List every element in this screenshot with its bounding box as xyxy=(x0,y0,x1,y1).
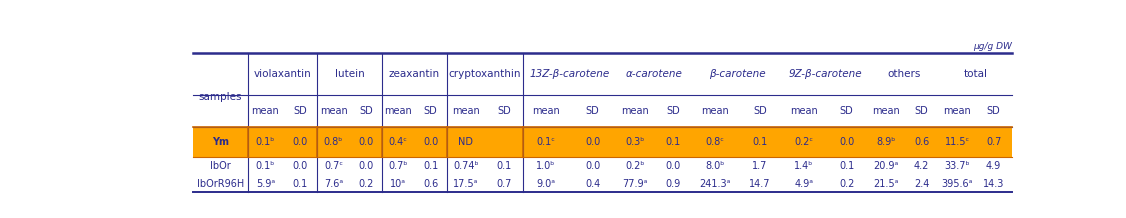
Text: 5.9ᵃ: 5.9ᵃ xyxy=(256,179,275,189)
Text: SD: SD xyxy=(986,106,1001,116)
Text: μg/g DW: μg/g DW xyxy=(973,42,1011,51)
Text: 0.7: 0.7 xyxy=(986,137,1001,147)
Text: others: others xyxy=(887,69,920,79)
Text: 0.8ᵇ: 0.8ᵇ xyxy=(324,137,343,147)
Text: 17.5ᵃ: 17.5ᵃ xyxy=(453,179,479,189)
Text: samples: samples xyxy=(199,92,242,102)
Text: IbOrR96H: IbOrR96H xyxy=(197,179,244,189)
Text: 33.7ᵇ: 33.7ᵇ xyxy=(945,161,971,171)
Text: 0.3ᵇ: 0.3ᵇ xyxy=(625,137,645,147)
Text: total: total xyxy=(964,69,988,79)
Text: Ym: Ym xyxy=(212,137,229,147)
Text: mean: mean xyxy=(251,106,279,116)
Text: mean: mean xyxy=(622,106,649,116)
Text: SD: SD xyxy=(497,106,511,116)
Text: 0.6: 0.6 xyxy=(914,137,929,147)
Text: 0.0: 0.0 xyxy=(586,137,600,147)
Text: 77.9ᵃ: 77.9ᵃ xyxy=(623,179,647,189)
Text: IbOr: IbOr xyxy=(211,161,231,171)
Text: 395.6ᵃ: 395.6ᵃ xyxy=(941,179,973,189)
Text: 0.2: 0.2 xyxy=(839,179,855,189)
Text: 0.1: 0.1 xyxy=(665,137,681,147)
Text: mean: mean xyxy=(944,106,972,116)
Text: 0.0: 0.0 xyxy=(839,137,855,147)
Text: SD: SD xyxy=(359,106,373,116)
Text: 4.2: 4.2 xyxy=(914,161,929,171)
Text: 13Z-β-carotene: 13Z-β-carotene xyxy=(529,69,609,79)
Text: SD: SD xyxy=(667,106,680,116)
Text: 0.7ᵇ: 0.7ᵇ xyxy=(388,161,408,171)
Text: mean: mean xyxy=(790,106,817,116)
Text: SD: SD xyxy=(586,106,599,116)
Text: 1.0ᵇ: 1.0ᵇ xyxy=(536,161,556,171)
Text: 0.1: 0.1 xyxy=(497,161,511,171)
Text: 14.3: 14.3 xyxy=(983,179,1004,189)
Text: 0.1: 0.1 xyxy=(752,137,768,147)
Text: 1.7: 1.7 xyxy=(752,161,768,171)
Text: 1.4ᵇ: 1.4ᵇ xyxy=(794,161,814,171)
Text: mean: mean xyxy=(320,106,348,116)
Text: 8.0ᵇ: 8.0ᵇ xyxy=(705,161,724,171)
Text: 0.7ᶜ: 0.7ᶜ xyxy=(324,161,343,171)
Text: 0.0: 0.0 xyxy=(423,137,438,147)
Text: 9.0ᵃ: 9.0ᵃ xyxy=(537,179,555,189)
Text: 14.7: 14.7 xyxy=(749,179,770,189)
Text: 241.3ᵃ: 241.3ᵃ xyxy=(699,179,731,189)
Text: 0.0: 0.0 xyxy=(293,161,307,171)
Text: β-carotene: β-carotene xyxy=(709,69,766,79)
Text: 4.9ᵃ: 4.9ᵃ xyxy=(794,179,813,189)
Text: 8.9ᵇ: 8.9ᵇ xyxy=(876,137,895,147)
Text: α-carotene: α-carotene xyxy=(626,69,682,79)
Text: 0.4: 0.4 xyxy=(586,179,600,189)
Bar xyxy=(194,127,1011,157)
Text: 0.1: 0.1 xyxy=(839,161,855,171)
Text: 4.9: 4.9 xyxy=(986,161,1001,171)
Text: 0.0: 0.0 xyxy=(358,137,374,147)
Text: 0.2ᵇ: 0.2ᵇ xyxy=(625,161,645,171)
Text: mean: mean xyxy=(384,106,412,116)
Text: zeaxantin: zeaxantin xyxy=(388,69,440,79)
Text: 0.0: 0.0 xyxy=(586,161,600,171)
Text: mean: mean xyxy=(872,106,900,116)
Text: 0.1: 0.1 xyxy=(293,179,307,189)
Text: SD: SD xyxy=(840,106,854,116)
Text: 2.4: 2.4 xyxy=(914,179,929,189)
Text: 0.0: 0.0 xyxy=(665,161,681,171)
Text: mean: mean xyxy=(452,106,480,116)
Text: 7.6ᵃ: 7.6ᵃ xyxy=(324,179,343,189)
Text: 10ᵃ: 10ᵃ xyxy=(391,179,406,189)
Text: 0.4ᶜ: 0.4ᶜ xyxy=(388,137,408,147)
Text: 0.1ᵇ: 0.1ᵇ xyxy=(256,137,275,147)
Text: 0.74ᵇ: 0.74ᵇ xyxy=(453,161,479,171)
Text: 0.8ᶜ: 0.8ᶜ xyxy=(705,137,724,147)
Text: cryptoxanthin: cryptoxanthin xyxy=(448,69,521,79)
Text: SD: SD xyxy=(423,106,437,116)
Text: 11.5ᶜ: 11.5ᶜ xyxy=(945,137,969,147)
Text: 0.2: 0.2 xyxy=(358,179,374,189)
Text: SD: SD xyxy=(914,106,929,116)
Text: mean: mean xyxy=(700,106,729,116)
Text: 0.0: 0.0 xyxy=(293,137,307,147)
Text: 0.7: 0.7 xyxy=(497,179,511,189)
Text: SD: SD xyxy=(753,106,767,116)
Text: 0.1ᵇ: 0.1ᵇ xyxy=(256,161,275,171)
Text: 20.9ᵃ: 20.9ᵃ xyxy=(874,161,899,171)
Text: 0.1ᶜ: 0.1ᶜ xyxy=(537,137,555,147)
Text: 0.1: 0.1 xyxy=(423,161,438,171)
Text: violaxantin: violaxantin xyxy=(253,69,312,79)
Text: 0.2ᶜ: 0.2ᶜ xyxy=(794,137,813,147)
Text: 9Z-β-carotene: 9Z-β-carotene xyxy=(788,69,863,79)
Text: mean: mean xyxy=(533,106,560,116)
Text: 21.5ᵃ: 21.5ᵃ xyxy=(873,179,899,189)
Text: 0.9: 0.9 xyxy=(665,179,681,189)
Text: ND: ND xyxy=(458,137,473,147)
Text: SD: SD xyxy=(293,106,307,116)
Text: lutein: lutein xyxy=(334,69,365,79)
Text: 0.6: 0.6 xyxy=(423,179,438,189)
Text: 0.0: 0.0 xyxy=(358,161,374,171)
